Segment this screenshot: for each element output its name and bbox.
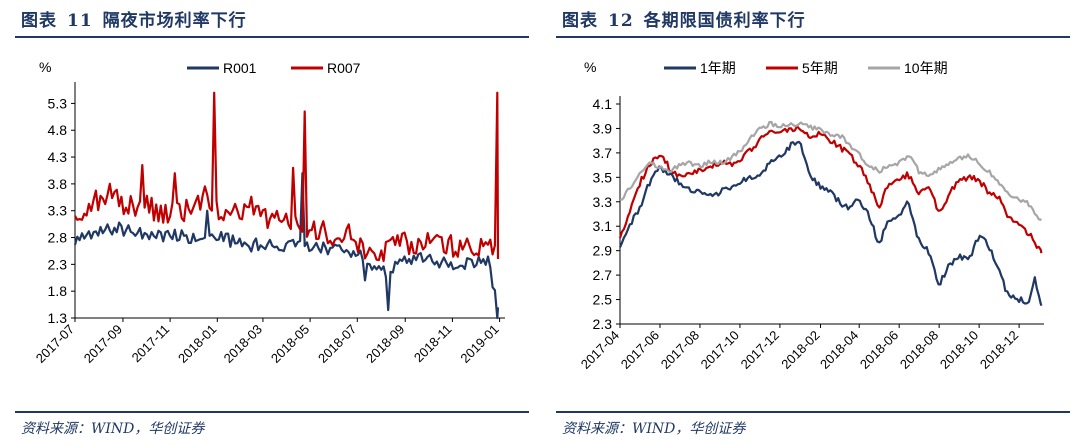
x-tick-label: 2017-11 [129,322,173,366]
x-tick-label: 2018-04 [817,328,861,372]
legend: R001 R007 [187,60,361,76]
x-tick-label: 2018-05 [268,322,312,366]
line-chart-r001-r007: % R001 R007 1.3 1.8 2.3 2.8 3.3 3.8 4.3 4.8 5.3 2017… [33,59,505,366]
series-line-0 [73,172,500,320]
figure-title-text: 隔夜市场利率下行 [102,11,247,31]
figure-title: 图表 12 各期限国债利率下行 [562,6,806,31]
legend-label-1: 5年期 [802,60,838,76]
y-tick-label: 2.3 [593,316,613,332]
x-tick-label: 2017-10 [698,328,742,372]
title-divider [556,36,1070,38]
legend-label-2: 10年期 [904,60,948,76]
source-divider [15,411,529,413]
y-tick-label: 2.9 [593,243,613,259]
figure-title-text: 各期限国债利率下行 [643,11,806,31]
y-unit-label: % [39,59,51,75]
y-unit-label: % [584,59,596,75]
x-tick-label: 2018-12 [977,328,1021,372]
legend: 1年期 5年期 10年期 [664,60,948,76]
x-tick-label: 2017-06 [618,328,662,372]
y-tick-label: 3.5 [593,169,613,185]
legend-label-0: 1年期 [700,60,736,76]
series-line-0 [618,140,1043,307]
x-tick-label: 2018-02 [778,328,822,372]
x-tick-label: 2017-07 [33,322,77,366]
figure-number: 12 [608,11,634,31]
x-tick-label: 2017-04 [578,328,622,372]
legend-label-0: R001 [223,60,257,76]
line-chart-treasury-yields: % 1年期 5年期 10年期 2.3 2.5 2.7 2.9 3.1 3.3 3.5 3.7 3.9 4.… [578,59,1044,372]
chart-panel-interbank-rates: 图表 11 隔夜市场利率下行 % R001 R007 1.3 1.8 2.3 2.8 3.3 3.8… [15,0,529,446]
x-tick-label: 2019-01 [457,322,501,366]
series-line-1 [74,91,500,263]
y-tick-label: 4.8 [48,122,68,138]
y-tick-label: 2.8 [48,230,68,246]
y-tick-label: 2.7 [593,267,613,283]
y-tick-label: 3.7 [593,145,613,161]
y-tick-label: 4.3 [48,149,68,165]
y-tick-label: 4.1 [593,96,613,112]
x-tick-label: 2018-10 [937,328,981,372]
figure-title: 图表 11 隔夜市场利率下行 [21,6,247,31]
series-line-1 [618,125,1043,254]
x-tick-label: 2017-12 [738,328,782,372]
x-tick-label: 2017-08 [658,328,702,372]
source-note: 资料来源：WIND，华创证券 [21,421,205,437]
x-tick-label: 2018-01 [175,322,219,366]
x-tick-label: 2017-09 [81,322,125,366]
x-tick-label: 2018-11 [411,322,455,366]
y-tick-label: 1.8 [48,283,68,299]
y-tick-label: 3.1 [593,218,613,234]
y-tick-label: 2.3 [48,256,68,272]
figure-label: 图表 [562,11,598,31]
figure-number: 11 [67,11,93,31]
source-divider [556,411,1070,413]
x-tick-label: 2018-09 [363,322,407,366]
y-tick-label: 1.3 [48,310,68,326]
x-tick-label: 2018-03 [221,322,265,366]
y-tick-label: 2.5 [593,292,613,308]
x-tick-label: 2018-06 [857,328,901,372]
series-line-2 [619,120,1043,221]
x-tick-label: 2018-08 [897,328,941,372]
figure-label: 图表 [21,11,57,31]
legend-label-1: R007 [327,60,361,76]
y-tick-label: 3.3 [593,194,613,210]
y-tick-label: 3.8 [48,176,68,192]
y-tick-label: 5.3 [48,95,68,111]
title-divider [15,36,529,38]
y-tick-label: 3.9 [593,120,613,136]
source-note: 资料来源：WIND，华创证券 [562,421,746,437]
x-tick-label: 2018-07 [315,322,359,366]
y-tick-label: 3.3 [48,203,68,219]
chart-panel-treasury-yields: 图表 12 各期限国债利率下行 % 1年期 5年期 10年期 2.3 2.5 2.7 2.9 3.1… [556,0,1070,446]
